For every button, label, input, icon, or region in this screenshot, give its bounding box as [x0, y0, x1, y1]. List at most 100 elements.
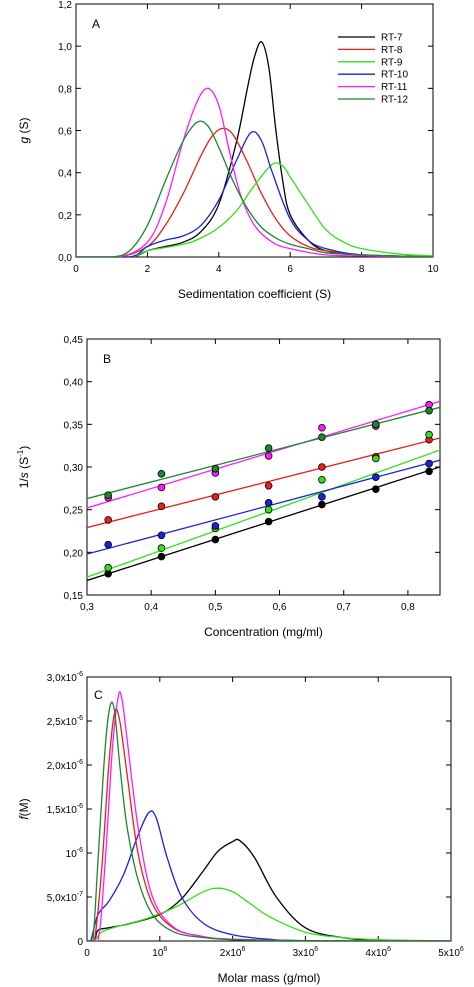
x-tick-label-text: 0,7	[337, 602, 351, 613]
x-tick-label-exponent: 6	[241, 946, 245, 953]
x-tick-label-text: 10	[152, 948, 164, 959]
x-tick-label: 2x106	[220, 946, 246, 959]
series-2-line	[87, 887, 451, 941]
panel-a: 0 2 4 6 8 10 0,0 0,2 0,4 0,6 0,8 1,0 1,2 A Sedimentati…	[17, 0, 439, 301]
x-tick-label-text: 0,8	[401, 602, 415, 613]
x-tick-label: 0	[84, 948, 90, 959]
y-tick-label-exponent: -6	[77, 715, 83, 722]
y-axis-label: 1/s (S-1)	[16, 446, 31, 488]
y-tick-label-text: 0,8	[58, 84, 72, 95]
y-tick-label-text: 0,15	[64, 591, 84, 602]
series-4-point	[318, 493, 326, 501]
series-6-line	[87, 701, 451, 941]
series-4-point	[425, 459, 433, 468]
plot-area	[87, 691, 451, 941]
x-tick-label-text: 0	[73, 264, 79, 275]
y-tick-label: 1,5x10-6	[47, 803, 83, 816]
y-tick-label: 0,45	[64, 335, 84, 346]
y-tick-label-text: 5,0x10	[47, 893, 77, 904]
x-tick-label-text: 5x10	[438, 948, 460, 959]
x-axis-label: Molar mass (g/mol)	[218, 971, 321, 985]
series-1-point	[318, 500, 326, 509]
y-tick-label: 0,30	[64, 463, 84, 474]
y-tick-label-text: 0,2	[58, 211, 72, 222]
x-tick-label: 0,6	[273, 602, 287, 613]
series-3-point	[318, 475, 326, 484]
panel-b: 0,3 0,4 0,5 0,6 0,7 0,8 0,15 0,20 0,25 0,30 0,35 0,…	[16, 335, 441, 639]
legend-label: RT-11	[381, 82, 408, 93]
y-tick-label-exponent: -6	[77, 847, 83, 854]
series-1-point	[425, 467, 433, 476]
y-tick-label-exponent: -6	[77, 759, 83, 766]
series-2-point	[264, 481, 273, 490]
panel-letter: A	[92, 17, 100, 31]
series-6-point	[425, 406, 433, 415]
plot-area	[87, 400, 440, 582]
y-axis-label-part: (M)	[17, 798, 31, 816]
series-6-point	[318, 433, 326, 441]
series-5-fit-line	[87, 400, 440, 509]
x-tick-label: 0,8	[401, 602, 415, 613]
y-tick-label-text: 0,30	[64, 463, 84, 474]
legend-label: RT-12	[381, 95, 408, 106]
series-6-point	[211, 464, 220, 473]
x-tick-label-text: 0	[84, 948, 90, 959]
series-5-point	[318, 423, 326, 432]
series-2-point	[104, 516, 112, 524]
series-rt-9-line	[76, 162, 433, 257]
series-5-point	[157, 483, 166, 492]
y-tick-label-text: 1,0	[58, 42, 72, 53]
series-6-fit-line	[87, 406, 440, 500]
y-tick-label-text: 0,6	[58, 127, 72, 138]
y-tick-label: 0,8	[58, 84, 72, 95]
y-tick-label: 1,2	[58, 0, 72, 11]
x-tick-label: 3x106	[293, 946, 319, 959]
x-axis-label: Sedimentation coefficient (S)	[178, 287, 331, 301]
series-1-point	[211, 535, 220, 544]
series-1-point	[264, 517, 273, 526]
y-axis-label-italic: f	[17, 815, 31, 820]
x-tick-label: 10	[427, 264, 439, 275]
series-3-point	[372, 454, 380, 463]
series-5-line	[87, 691, 451, 941]
panel-letter: C	[94, 688, 103, 702]
x-tick-label: 4	[216, 264, 222, 275]
y-tick-label: 1,0	[58, 42, 72, 53]
y-tick-label-text: 0,0	[58, 253, 72, 264]
series-3-line	[87, 810, 451, 941]
plot-frame	[86, 676, 452, 942]
plot-frame	[86, 338, 441, 596]
y-axis-label-part: )	[17, 446, 31, 450]
series-rt-10-line	[76, 130, 433, 257]
y-tick-label: 0,0	[58, 253, 72, 264]
series-3-point	[157, 544, 166, 552]
series-1-point	[372, 485, 380, 493]
series-2-fit-line	[87, 437, 440, 529]
legend-label: RT-10	[381, 70, 408, 81]
x-tick-label-text: 0,6	[273, 602, 287, 613]
legend-label: RT-9	[381, 57, 403, 68]
y-tick-label: 0,15	[64, 591, 84, 602]
y-tick-label-text: 2,0x10	[47, 761, 77, 772]
y-tick-label-text: 0,4	[58, 169, 72, 180]
x-tick-label-exponent: 6	[460, 946, 464, 953]
y-tick-label: 0,20	[64, 548, 84, 559]
x-tick-label-text: 3x10	[293, 948, 315, 959]
y-tick-label: 10-6	[66, 847, 83, 860]
legend-label: RT-7	[381, 33, 403, 44]
x-tick-label-exponent: 6	[163, 946, 167, 953]
x-tick-label: 0,4	[144, 602, 158, 613]
y-tick-label: 0,2	[58, 211, 72, 222]
series-4-fit-line	[87, 459, 440, 555]
y-tick-label-exponent: -6	[77, 803, 83, 810]
y-tick-label-text: 0,35	[64, 420, 84, 431]
y-tick-label: 2,0x10-6	[47, 759, 83, 772]
series-1-point	[157, 552, 166, 561]
x-tick-label-text: 2x10	[220, 948, 242, 959]
series-5-point	[264, 452, 273, 460]
x-tick-label-exponent: 6	[314, 946, 318, 953]
x-tick-label-text: 0,4	[144, 602, 158, 613]
y-tick-label: 0	[77, 937, 83, 948]
series-1-line	[87, 838, 451, 941]
